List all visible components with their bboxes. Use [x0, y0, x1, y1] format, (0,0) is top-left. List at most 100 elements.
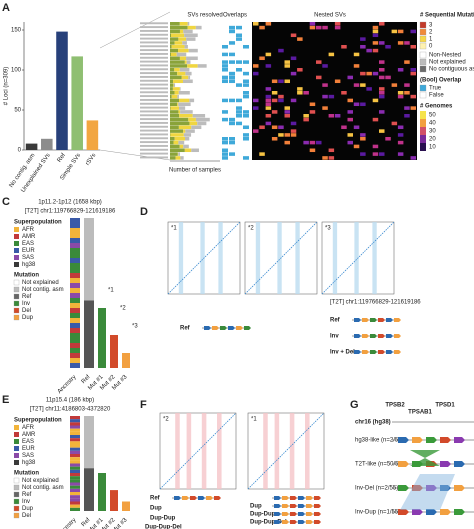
- nested-cell: [360, 37, 366, 41]
- marker: *3: [132, 324, 138, 330]
- row-label-bar: [140, 72, 168, 75]
- ancestry-cell: [70, 233, 80, 238]
- nested-cell: [259, 56, 265, 61]
- legend-label: Not contig. asm: [22, 485, 64, 491]
- overlap-cell: [243, 156, 249, 160]
- segment-arrow: [282, 496, 289, 500]
- overlap-cell: [236, 25, 242, 30]
- ancestry-cell: [70, 303, 80, 308]
- ancestry-cell: [70, 482, 80, 486]
- ancestry-cell: [70, 258, 80, 263]
- overlap-cell: [229, 137, 235, 141]
- nested-cell: [410, 29, 416, 34]
- nested-cell: [385, 75, 391, 80]
- overlap-cell: [229, 79, 235, 84]
- segment-arrow: [290, 496, 297, 500]
- row-label-bar: [140, 79, 168, 82]
- segment-arrow: [174, 496, 181, 500]
- segment-arrow: [314, 504, 321, 508]
- nested-cell: [309, 22, 316, 26]
- resolved-seg: [178, 152, 181, 156]
- nested-cell: [271, 125, 278, 130]
- y-tick-label: 100: [11, 68, 22, 74]
- segment-arrow: [228, 326, 235, 330]
- nested-cell: [309, 140, 316, 145]
- swatch: [13, 484, 20, 491]
- ancestry-cell: [70, 243, 80, 248]
- segment-arrow: [454, 485, 465, 491]
- nested-cell: [410, 106, 416, 110]
- marker: *2: [120, 306, 126, 312]
- stripe: [372, 222, 377, 294]
- nested-cell: [309, 25, 316, 30]
- row-label-bar: [140, 60, 168, 63]
- resolved-seg: [170, 106, 179, 110]
- overlap-cell: [229, 98, 235, 103]
- resolved-seg: [170, 64, 188, 68]
- nested-cell: [347, 117, 353, 122]
- overlap-cell: [229, 75, 235, 80]
- swatch: [13, 491, 20, 498]
- nested-cell: [372, 29, 379, 34]
- segment-arrow: [290, 520, 297, 524]
- nested-cell: [284, 114, 290, 118]
- resolved-seg: [174, 91, 179, 95]
- column-label: Ref: [81, 517, 92, 528]
- nested-cell: [297, 68, 303, 72]
- nested-cell: [360, 102, 366, 107]
- swatch: [419, 42, 427, 50]
- nested-cell: [334, 22, 341, 26]
- overlap-cell: [222, 152, 228, 156]
- nested-cell: [265, 94, 272, 99]
- overlap-cell: [243, 133, 249, 137]
- nested-cell: [328, 52, 335, 57]
- ancestry-cell: [70, 348, 80, 353]
- overlap-cell: [236, 60, 242, 64]
- swatch: [14, 439, 19, 444]
- panel-label: F: [140, 399, 147, 411]
- stripe: [217, 413, 222, 489]
- swatch: [14, 234, 19, 239]
- resolved-seg: [183, 144, 189, 149]
- overlap-cell: [243, 71, 249, 76]
- overlap-cell: [236, 98, 242, 103]
- swatch: [419, 65, 427, 73]
- mut-col: [122, 501, 130, 511]
- segment-arrow: [306, 496, 313, 500]
- ref-col: [84, 218, 94, 301]
- nested-cell: [397, 91, 404, 95]
- ancestry-cell: [70, 283, 80, 288]
- row-label-bar: [140, 52, 168, 55]
- resolved-seg: [184, 45, 188, 49]
- swatch: [13, 300, 20, 307]
- overlap-cell: [243, 83, 249, 87]
- nested-cell: [253, 71, 259, 76]
- resolved-seg: [189, 98, 195, 103]
- segment-arrow: [298, 512, 305, 516]
- row-label-bar: [140, 106, 168, 109]
- segment-arrow: [306, 512, 313, 516]
- segment-arrow: [190, 496, 197, 500]
- allele-label: Dup-Dup-Del: [250, 520, 287, 526]
- segment-arrow: [362, 318, 369, 322]
- overlap-cell: [229, 152, 235, 156]
- segment-arrow: [274, 512, 281, 516]
- ancestry-cell: [70, 268, 80, 273]
- nested-cell: [284, 110, 290, 114]
- resolved-seg: [170, 152, 178, 156]
- swatch: [419, 21, 427, 29]
- overlap-cell: [236, 114, 242, 118]
- resolved-seg: [178, 140, 185, 145]
- swatch: [420, 119, 426, 127]
- overlap-cell: [243, 60, 249, 64]
- resolved-seg: [185, 71, 192, 76]
- resolved-seg: [178, 106, 186, 110]
- segment-arrow: [370, 350, 377, 354]
- nested-cell: [278, 98, 284, 103]
- legend-label: 10: [429, 145, 436, 151]
- inv-shade: [400, 474, 455, 510]
- ancestry-cell: [70, 507, 80, 511]
- nested-cell: [366, 48, 372, 53]
- ancestry-cell: [70, 323, 80, 328]
